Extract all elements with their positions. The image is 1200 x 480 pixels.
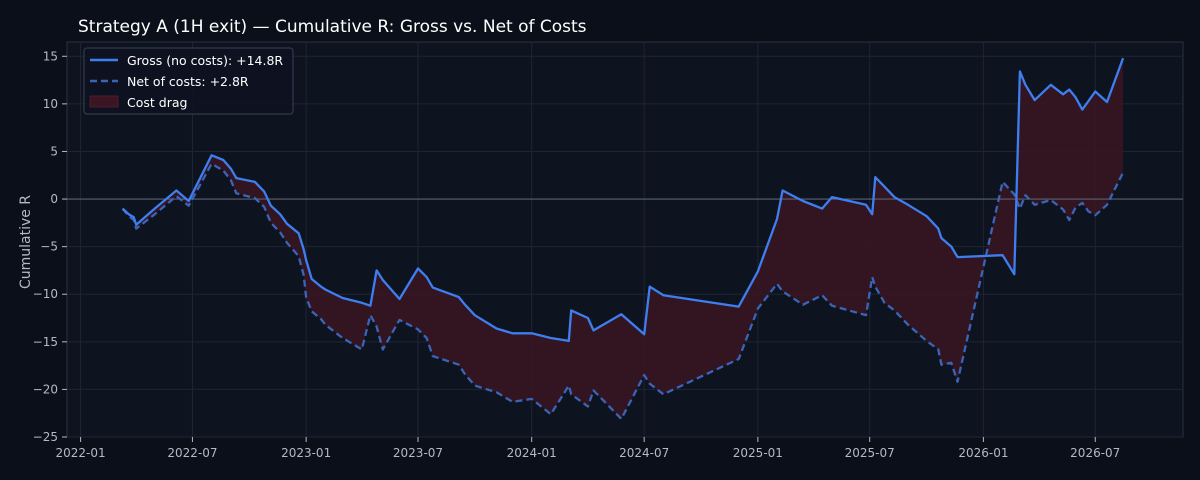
series-layer: [121, 57, 1125, 421]
y-tick-label: −15: [33, 335, 58, 349]
x-tick-label: 2023-07: [393, 446, 443, 460]
series-line-gross: [121, 57, 1125, 343]
series-line-net: [121, 162, 1125, 421]
y-tick-label: −20: [33, 382, 58, 396]
x-tick-label: 2022-07: [167, 446, 217, 460]
x-tick-label: 2026-07: [1070, 446, 1120, 460]
x-tick-label: 2026-01: [958, 446, 1008, 460]
x-tick-label: 2022-01: [56, 446, 106, 460]
x-tick-label: 2025-01: [733, 446, 783, 460]
x-tick-label: 2025-07: [845, 446, 895, 460]
legend-label-cost: Cost drag: [127, 95, 187, 110]
legend: Gross (no costs): +14.8R Net of costs: +…: [83, 47, 294, 115]
x-tick-label: 2023-01: [281, 446, 331, 460]
cost-drag-area: [122, 58, 1124, 419]
legend-swatch-cost: [89, 95, 119, 108]
y-axis: −25 −20 −15 −10 −5 0 5 10 15: [33, 49, 67, 444]
cost-drag-fill: [122, 58, 1124, 419]
x-axis: 2022-01 2022-07 2023-01 2023-07 2024-01 2024-…: [56, 437, 1120, 460]
y-tick-label: −25: [33, 430, 58, 444]
y-tick-label: −10: [33, 287, 58, 301]
legend-label-net: Net of costs: +2.8R: [127, 74, 249, 89]
legend-label-gross: Gross (no costs): +14.8R: [127, 53, 283, 68]
legend-box: [83, 47, 294, 115]
y-tick-label: 0: [50, 192, 58, 206]
y-tick-label: 5: [50, 144, 58, 158]
chart-title: Strategy A (1H exit) — Cumulative R: Gro…: [78, 17, 587, 37]
y-axis-label: Cumulative R: [18, 195, 34, 289]
x-tick-label: 2024-01: [507, 446, 557, 460]
y-tick-label: 15: [43, 49, 58, 63]
y-tick-label: −5: [40, 240, 58, 254]
y-tick-label: 10: [43, 97, 58, 111]
x-tick-label: 2024-07: [619, 446, 669, 460]
